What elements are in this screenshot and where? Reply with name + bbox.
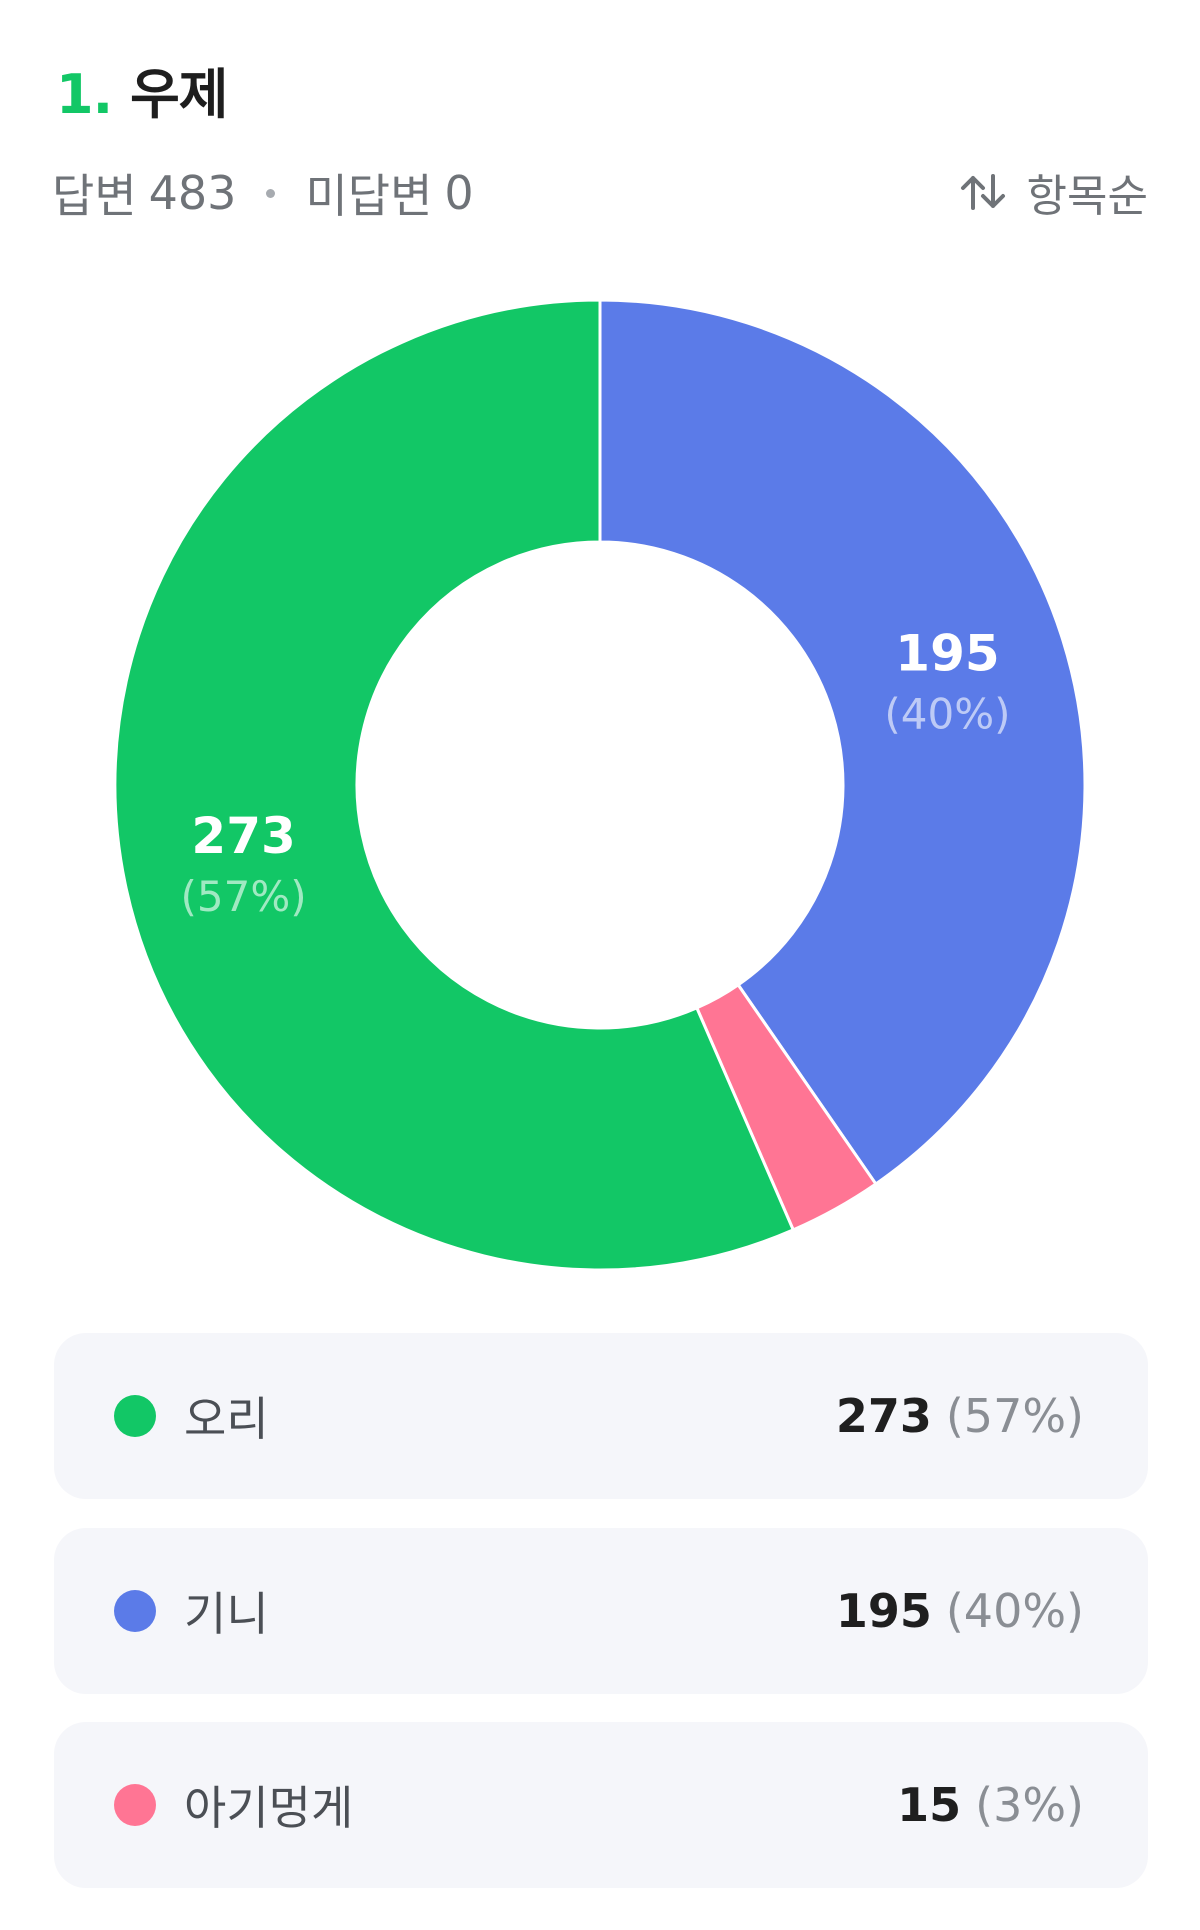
legend-label: 오리 [184, 1392, 269, 1446]
answered-label: 답변 [52, 169, 137, 223]
answer-stats: 답변 483 미답변 0 [52, 160, 474, 226]
legend-label: 기니 [184, 1587, 269, 1641]
answered-count: 483 [148, 166, 237, 220]
legend-row-gini[interactable]: 기니 195 (40%) [54, 1528, 1148, 1694]
donut-slice-1[interactable] [598, 298, 1087, 1187]
legend-swatch [114, 1590, 156, 1632]
donut-slice-0[interactable] [113, 298, 796, 1272]
legend-percent: (57%) [945, 1389, 1084, 1443]
question-title: 1. 우제 [56, 50, 228, 129]
legend-swatch [114, 1784, 156, 1826]
legend-swatch [114, 1395, 156, 1437]
slice-value-label: 273 [191, 807, 295, 865]
sort-arrows-icon [960, 174, 1005, 210]
legend-count: 15 [897, 1778, 962, 1832]
sort-label: 항목순 [1026, 171, 1148, 222]
unanswered-label: 미답변 [305, 169, 433, 223]
legend-label: 아기멍게 [184, 1781, 354, 1835]
question-text: 우제 [130, 63, 228, 126]
separator-dot [266, 188, 276, 198]
legend-percent: (3%) [975, 1778, 1084, 1832]
question-number: 1. [56, 63, 113, 126]
donut-chart: 195 (40%) 273 (57%) [113, 298, 1087, 1272]
legend-row-agimeongge[interactable]: 아기멍게 15 (3%) [54, 1722, 1148, 1888]
legend-count: 195 [835, 1584, 932, 1638]
legend-row-ori[interactable]: 오리 273 (57%) [54, 1333, 1148, 1499]
legend-count: 273 [835, 1389, 932, 1443]
legend-percent: (40%) [945, 1584, 1084, 1638]
slice-value-label: 195 [895, 625, 999, 683]
slice-percent-label: (57%) [181, 872, 307, 921]
unanswered-count: 0 [444, 166, 474, 220]
slice-percent-label: (40%) [884, 690, 1010, 739]
sort-button[interactable]: 항목순 [959, 160, 1148, 224]
